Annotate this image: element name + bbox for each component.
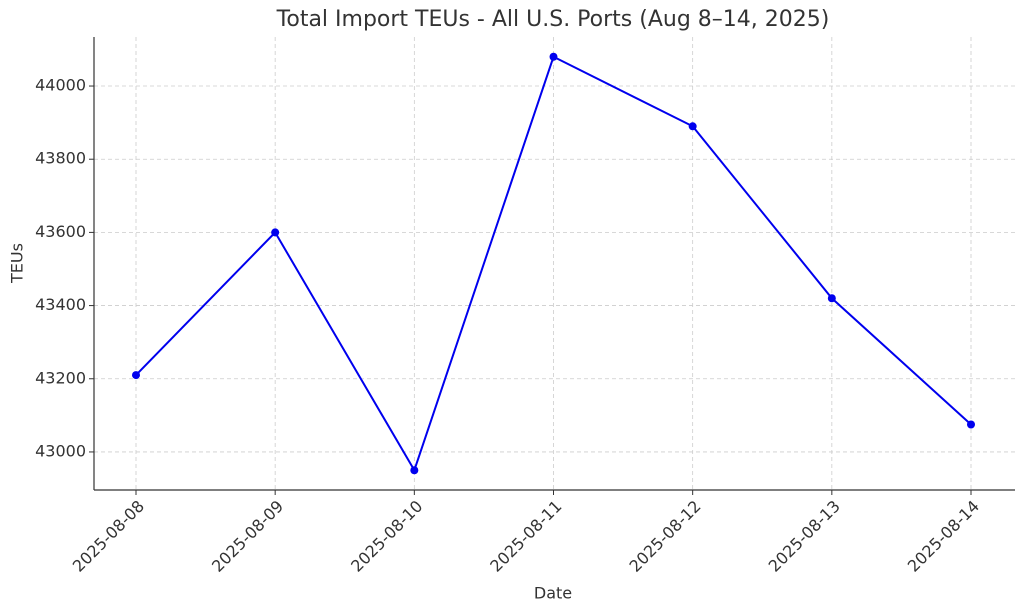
x-tick-label: 2025-08-13: [765, 497, 844, 576]
y-tick-label: 43200: [35, 368, 86, 387]
x-tick-label: 2025-08-08: [69, 497, 148, 576]
point: [967, 420, 975, 429]
point: [549, 52, 558, 61]
point: [132, 371, 140, 380]
x-tick-label: 2025-08-11: [486, 497, 565, 576]
x-tick-label: 2025-08-14: [904, 497, 983, 576]
point: [827, 294, 836, 303]
point: [271, 228, 280, 237]
y-tick-label: 44000: [35, 76, 86, 95]
y-axis-label: TEUs: [8, 243, 27, 284]
y-tick-label: 43600: [35, 222, 86, 241]
x-tick-label: 2025-08-12: [625, 497, 704, 576]
x-tick-label: 2025-08-09: [208, 497, 287, 576]
x-tick-label: 2025-08-10: [347, 497, 426, 576]
y-tick-label: 43800: [35, 149, 86, 168]
chart-title: Total Import TEUs - All U.S. Ports (Aug …: [276, 7, 830, 32]
y-tick-label: 43000: [35, 441, 86, 460]
point: [688, 122, 697, 131]
x-axis-label: Date: [534, 584, 572, 603]
y-tick-label: 43400: [35, 295, 86, 314]
point: [410, 466, 419, 475]
